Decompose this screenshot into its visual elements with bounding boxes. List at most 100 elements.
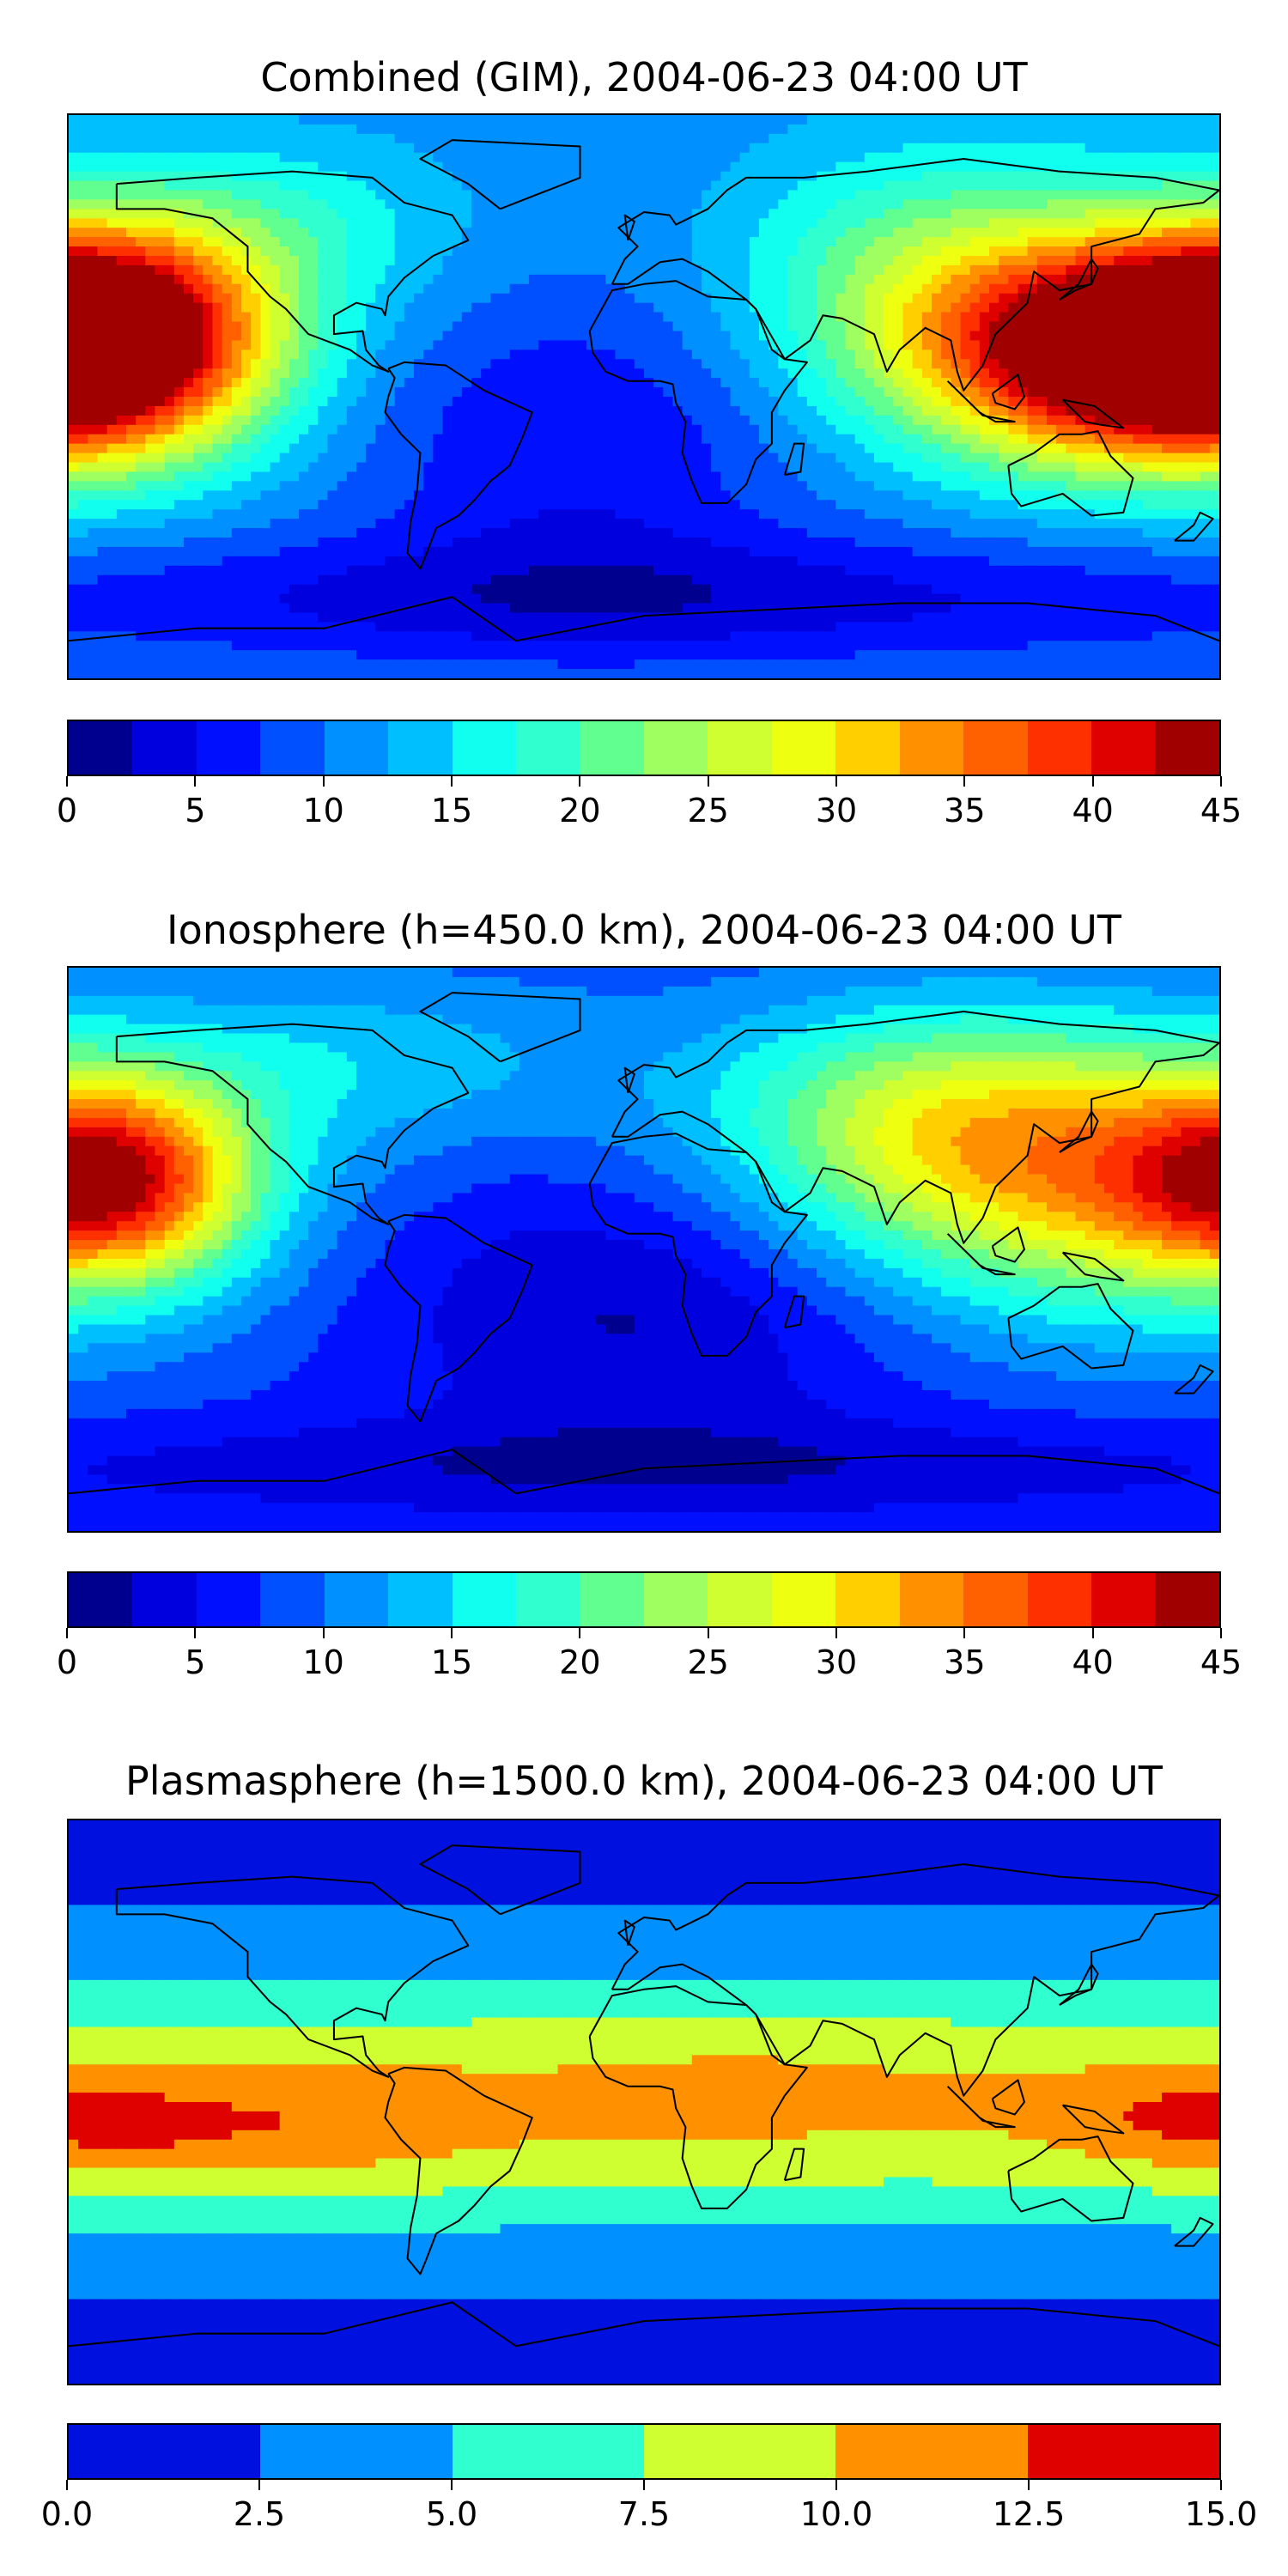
field-cell: [231, 124, 243, 135]
field-cell: [586, 124, 598, 135]
field-cell: [567, 397, 578, 408]
field-cell: [164, 546, 175, 557]
field-cell: [720, 612, 732, 623]
field-cell: [88, 340, 99, 351]
field-cell: [155, 359, 166, 370]
field-cell: [557, 481, 568, 492]
field-cell: [385, 519, 396, 530]
field-cell: [69, 434, 80, 445]
field-cell: [835, 556, 847, 567]
field-cell: [231, 415, 243, 426]
field-cell: [318, 378, 329, 389]
field-cell: [576, 349, 588, 361]
field-cell: [241, 218, 252, 229]
field-cell: [471, 312, 483, 323]
field-cell: [414, 405, 425, 416]
field-cell: [806, 180, 818, 191]
field-cell: [251, 199, 262, 210]
field-cell: [682, 143, 693, 154]
field-cell: [356, 133, 368, 144]
field-cell: [251, 293, 262, 304]
field-cell: [222, 349, 233, 361]
field-cell: [346, 650, 358, 661]
field-cell: [106, 237, 118, 248]
field-cell: [653, 415, 665, 426]
field-cell: [730, 659, 741, 671]
field-cell: [854, 631, 866, 642]
field-cell: [212, 264, 223, 276]
field-cell: [672, 264, 683, 276]
field-cell: [702, 443, 713, 454]
field-cell: [557, 293, 568, 304]
field-cell: [854, 424, 866, 435]
field-cell: [145, 650, 156, 661]
field-cell: [251, 180, 262, 191]
field-cell: [826, 669, 837, 678]
field-cell: [222, 659, 233, 671]
field-cell: [212, 378, 223, 389]
field-cell: [433, 574, 444, 586]
field-cell: [193, 228, 204, 239]
field-cell: [797, 584, 808, 595]
field-cell: [366, 161, 377, 173]
field-cell: [826, 650, 837, 661]
field-cell: [452, 500, 463, 511]
field-cell: [289, 387, 301, 398]
field-cell: [433, 424, 444, 435]
field-cell: [356, 115, 368, 126]
field-cell: [136, 546, 147, 557]
field-cell: [299, 481, 310, 492]
field-cell: [835, 293, 847, 304]
field-cell: [471, 359, 483, 370]
field-cell: [835, 631, 847, 642]
field-cell: [576, 264, 588, 276]
field-cell: [116, 115, 128, 126]
field-cell: [615, 453, 626, 464]
field-cell: [289, 519, 301, 530]
field-cell: [318, 546, 329, 557]
field-cell: [739, 490, 750, 501]
field-cell: [414, 443, 425, 454]
field-cell: [615, 293, 626, 304]
field-cell: [557, 528, 568, 539]
field-cell: [97, 237, 108, 248]
field-cell: [769, 331, 780, 342]
field-cell: [116, 424, 128, 435]
field-cell: [394, 528, 405, 539]
field-cell: [289, 218, 301, 229]
field-cell: [605, 387, 617, 398]
field-cell: [222, 283, 233, 295]
field-cell: [787, 519, 799, 530]
field-cell: [797, 650, 808, 661]
field-cell: [155, 556, 166, 567]
field-cell: [78, 669, 89, 678]
field-cell: [500, 340, 511, 351]
field-cell: [222, 622, 233, 633]
field-cell: [529, 378, 540, 389]
field-cell: [730, 528, 741, 539]
field-cell: [385, 171, 396, 182]
field-cell: [433, 302, 444, 313]
field-cell: [538, 462, 550, 473]
field-cell: [682, 538, 693, 549]
field-cell: [164, 152, 175, 163]
field-cell: [864, 190, 876, 201]
field-cell: [826, 152, 837, 163]
field-cell: [787, 415, 799, 426]
field-cell: [308, 603, 319, 614]
field-cell: [136, 622, 147, 633]
field-cell: [691, 340, 703, 351]
field-cell: [203, 424, 214, 435]
field-cell: [615, 481, 626, 492]
field-cell: [270, 405, 281, 416]
field-cell: [193, 453, 204, 464]
field-cell: [567, 481, 578, 492]
field-cell: [682, 631, 693, 642]
field-cell: [279, 152, 290, 163]
field-cell: [854, 490, 866, 501]
field-cell: [356, 161, 368, 173]
field-cell: [231, 378, 243, 389]
field-cell: [730, 443, 741, 454]
field-cell: [691, 443, 703, 454]
field-cell: [173, 237, 185, 248]
